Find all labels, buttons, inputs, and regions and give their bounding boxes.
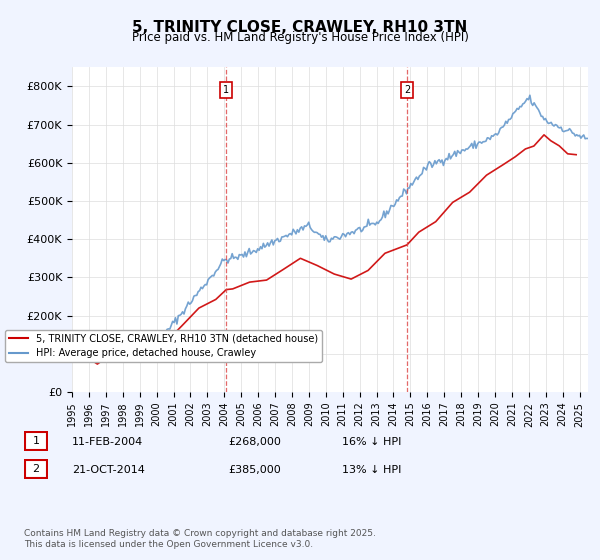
Text: 1: 1: [223, 85, 229, 95]
Text: 16% ↓ HPI: 16% ↓ HPI: [342, 437, 401, 447]
Text: Contains HM Land Registry data © Crown copyright and database right 2025.
This d: Contains HM Land Registry data © Crown c…: [24, 529, 376, 549]
Text: 2: 2: [32, 464, 40, 474]
Text: 13% ↓ HPI: 13% ↓ HPI: [342, 465, 401, 475]
Text: £385,000: £385,000: [228, 465, 281, 475]
Text: 1: 1: [32, 436, 40, 446]
Text: £268,000: £268,000: [228, 437, 281, 447]
Legend: 5, TRINITY CLOSE, CRAWLEY, RH10 3TN (detached house), HPI: Average price, detach: 5, TRINITY CLOSE, CRAWLEY, RH10 3TN (det…: [5, 330, 322, 362]
Text: 2: 2: [404, 85, 410, 95]
Text: 21-OCT-2014: 21-OCT-2014: [72, 465, 145, 475]
Text: 11-FEB-2004: 11-FEB-2004: [72, 437, 143, 447]
Text: Price paid vs. HM Land Registry's House Price Index (HPI): Price paid vs. HM Land Registry's House …: [131, 31, 469, 44]
FancyBboxPatch shape: [25, 432, 47, 450]
FancyBboxPatch shape: [25, 460, 47, 478]
Text: 5, TRINITY CLOSE, CRAWLEY, RH10 3TN: 5, TRINITY CLOSE, CRAWLEY, RH10 3TN: [133, 20, 467, 35]
